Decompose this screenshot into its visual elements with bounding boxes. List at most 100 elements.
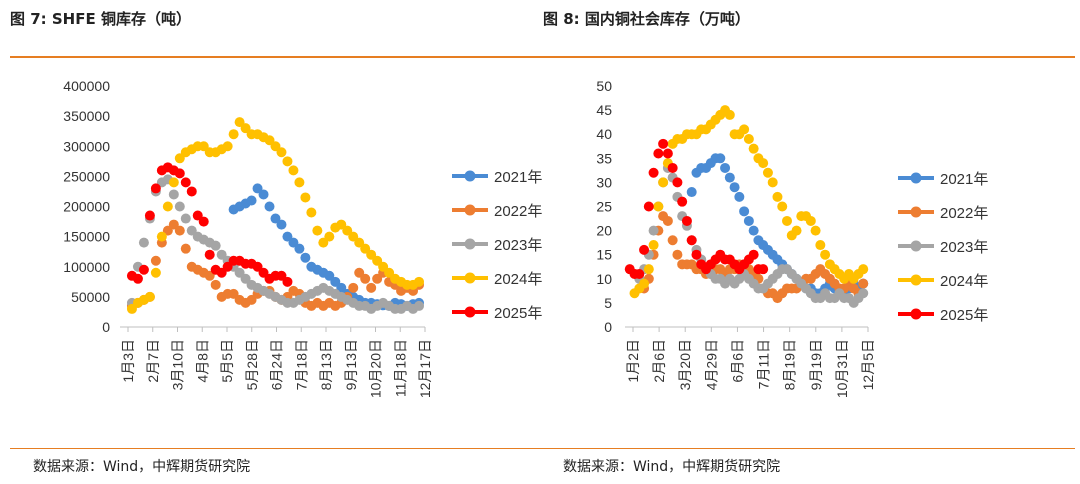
data-point [858,264,869,275]
legend-label: 2021年 [494,169,542,186]
data-point [174,225,185,236]
data-point [144,210,155,221]
y-tick-label: 45 [596,102,612,118]
bottom-divider [10,448,1075,449]
data-point [306,207,317,218]
data-point [734,191,745,202]
data-point [743,215,754,226]
x-tick-label: 7月18日 [293,339,309,390]
data-point [662,148,673,159]
x-tick-label: 7月11日 [756,339,772,389]
y-tick-label: 20 [596,223,612,239]
data-point [168,189,179,200]
data-point [720,162,731,173]
data-point [648,167,659,178]
data-point [246,195,257,206]
data-point [150,255,161,266]
legend-label: 2023年 [940,239,988,256]
legend-label: 2025年 [940,307,988,324]
y-tick-label: 30 [596,174,612,190]
data-point [805,215,816,226]
data-point [276,147,287,158]
x-tick-label: 5月5日 [219,339,235,383]
x-tick-label: 9月13日 [343,339,359,390]
x-tick-label: 2月7日 [145,339,161,383]
data-point [639,278,650,289]
data-point [312,225,323,236]
data-point [667,162,678,173]
legend-marker [464,170,476,182]
legend-marker [910,308,922,320]
y-tick-label: 25 [596,199,612,215]
right-source-note: 数据来源：Wind，中辉期货研究院 [563,459,781,475]
data-point [715,153,726,164]
data-point [658,177,669,188]
data-point [228,129,239,140]
legend-marker [464,272,476,284]
data-point [222,141,233,152]
data-point [758,264,769,275]
legend-label: 2025年 [494,305,542,322]
data-point [858,278,869,289]
data-point [132,273,143,284]
data-point [204,249,215,260]
right-chart-title: 图 8: 国内铜社会库存（万吨） [543,10,750,28]
y-tick-label: 250000 [63,168,110,184]
x-tick-label: 4月29日 [703,339,719,390]
y-tick-label: 0 [604,319,612,335]
data-point [653,201,664,212]
data-point [681,215,692,226]
data-point [180,177,191,188]
data-point [300,252,311,263]
data-point [748,249,759,260]
legend-label: 2022年 [494,203,542,220]
data-point [767,177,778,188]
data-point [724,172,735,183]
legend-marker [910,274,922,286]
data-point [739,124,750,135]
data-point [210,240,221,251]
data-point [762,167,773,178]
data-point [748,143,759,154]
data-point [180,213,191,224]
data-point [643,201,654,212]
data-point [634,268,645,279]
data-point [258,189,269,200]
data-point [739,206,750,217]
data-point [643,264,654,275]
y-tick-label: 5 [604,295,612,311]
data-point [686,187,697,198]
x-tick-label: 10月31日 [834,339,850,398]
data-point [174,168,185,179]
data-point [180,243,191,254]
data-point [138,237,149,248]
y-tick-label: 50 [596,78,612,94]
data-point [162,201,173,212]
data-point [174,201,185,212]
y-tick-label: 150000 [63,229,110,245]
legend-marker [910,240,922,252]
data-point [276,219,287,230]
x-tick-label: 3月10日 [170,339,186,390]
legend-marker [464,204,476,216]
x-tick-label: 6月24日 [269,339,285,390]
data-point [324,231,335,242]
data-point [138,264,149,275]
legend-marker [464,238,476,250]
x-tick-label: 8月19日 [782,339,798,390]
x-tick-label: 8月13日 [318,339,334,390]
data-point [348,282,359,293]
legend-label: 2022年 [940,205,988,222]
data-point [156,231,167,242]
data-point [662,215,673,226]
data-point [820,249,831,260]
left-source-note: 数据来源：Wind，中辉期货研究院 [33,459,251,475]
y-tick-label: 350000 [63,108,110,124]
data-point [653,148,664,159]
x-tick-label: 9月19日 [808,339,824,390]
y-tick-label: 15 [596,247,612,263]
data-point [748,225,759,236]
y-tick-label: 300000 [63,138,110,154]
legend-label: 2024年 [494,271,542,288]
